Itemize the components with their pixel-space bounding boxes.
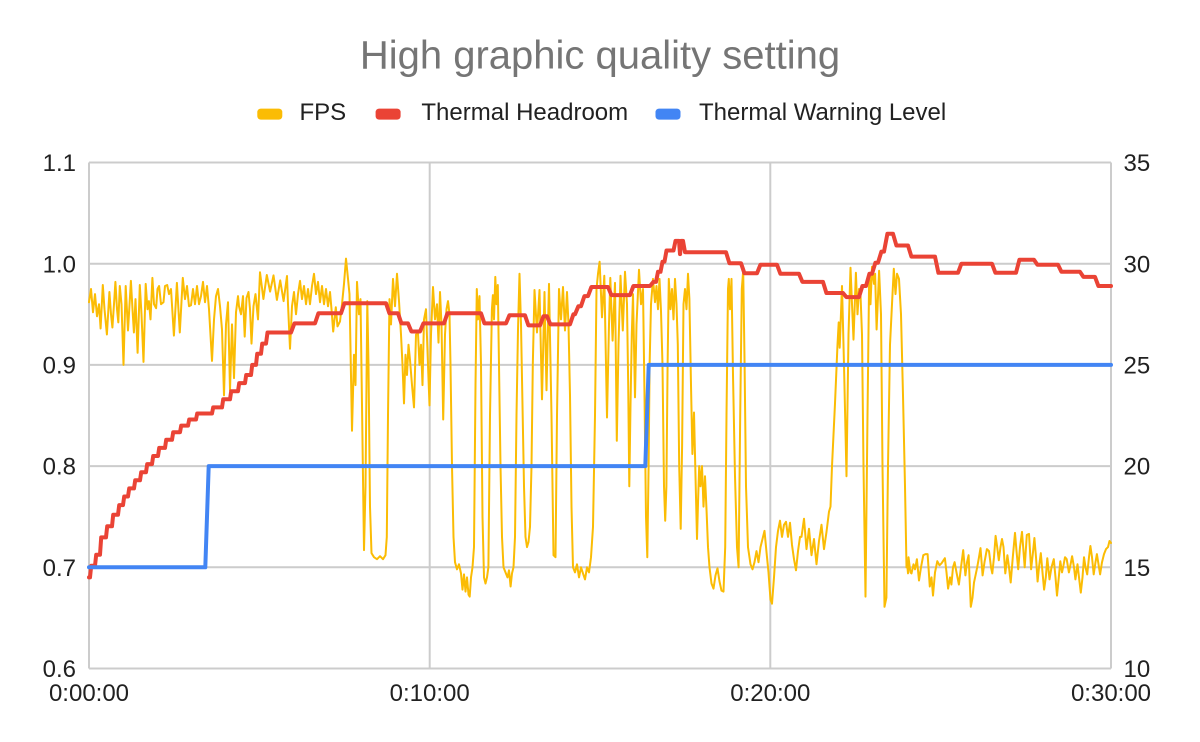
svg-text:0.6: 0.6	[43, 656, 76, 683]
svg-text:0:20:00: 0:20:00	[730, 680, 810, 707]
svg-text:Thermal Warning Level: Thermal Warning Level	[699, 99, 946, 126]
svg-text:FPS: FPS	[300, 99, 347, 126]
svg-text:25: 25	[1124, 353, 1151, 380]
svg-text:35: 35	[1124, 150, 1151, 177]
svg-text:High graphic quality setting: High graphic quality setting	[360, 34, 840, 78]
svg-text:0.9: 0.9	[43, 353, 76, 380]
svg-text:0:10:00: 0:10:00	[390, 680, 470, 707]
svg-text:30: 30	[1124, 251, 1151, 278]
svg-text:10: 10	[1124, 656, 1151, 683]
svg-text:0.7: 0.7	[43, 555, 76, 582]
svg-text:1.0: 1.0	[43, 251, 76, 278]
svg-text:20: 20	[1124, 454, 1151, 481]
svg-text:0:30:00: 0:30:00	[1071, 680, 1151, 707]
svg-text:Thermal Headroom: Thermal Headroom	[421, 99, 628, 126]
svg-text:1.1: 1.1	[43, 150, 76, 177]
svg-text:0.8: 0.8	[43, 454, 76, 481]
svg-text:15: 15	[1124, 555, 1151, 582]
svg-text:0:00:00: 0:00:00	[49, 680, 129, 707]
